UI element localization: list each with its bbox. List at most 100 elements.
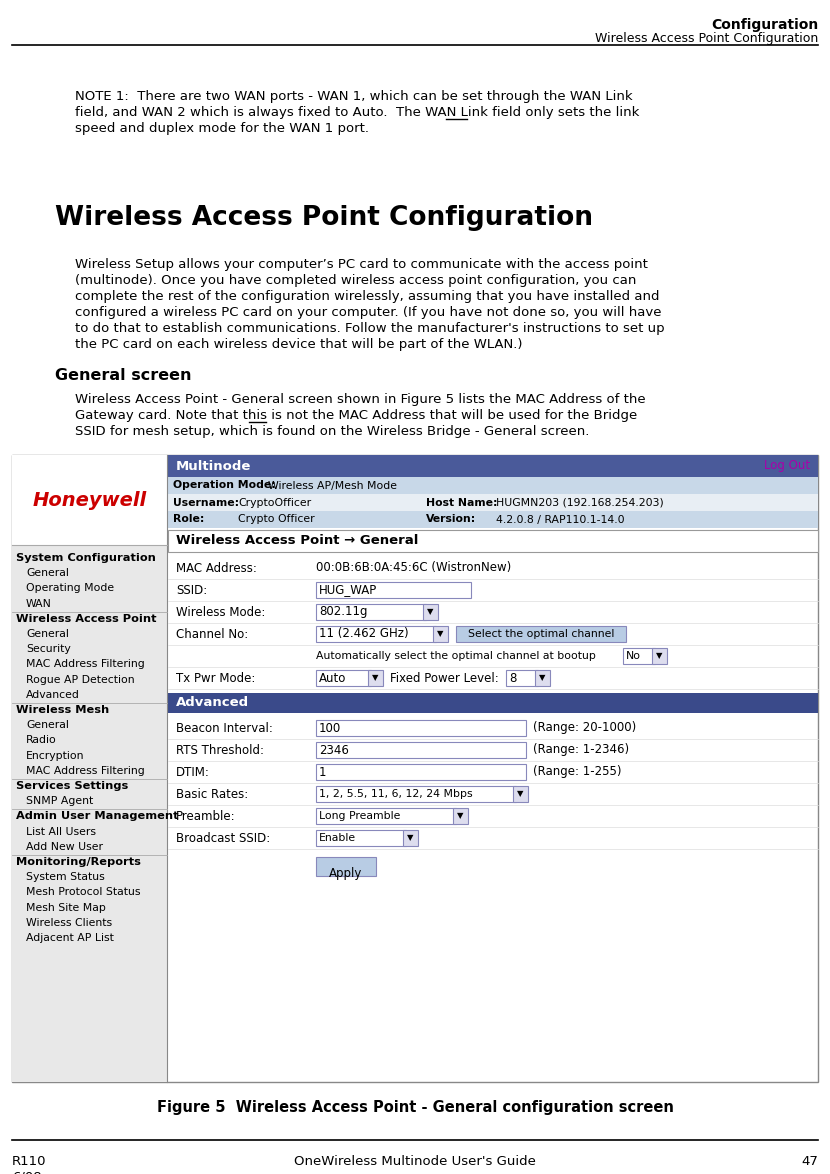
Bar — [316, 670, 371, 686]
Text: Multinode: Multinode — [176, 459, 251, 472]
Text: Wireless Access Point → General: Wireless Access Point → General — [176, 534, 418, 547]
Text: Security: Security — [26, 645, 71, 654]
Text: CryptoOfficer: CryptoOfficer — [238, 498, 311, 507]
Text: 00:0B:6B:0A:45:6C (WistronNew): 00:0B:6B:0A:45:6C (WistronNew) — [316, 561, 511, 574]
Text: (Range: 20-1000): (Range: 20-1000) — [533, 722, 637, 735]
Text: NOTE 1:  There are two WAN ports - WAN 1, which can be set through the WAN Link: NOTE 1: There are two WAN ports - WAN 1,… — [75, 90, 632, 103]
Text: speed and duplex mode for the WAN 1 port.: speed and duplex mode for the WAN 1 port… — [75, 122, 369, 135]
Bar — [652, 648, 667, 664]
Text: 100: 100 — [319, 722, 341, 735]
Bar — [12, 456, 167, 545]
Text: Wireless Setup allows your computer’s PC card to communicate with the access poi: Wireless Setup allows your computer’s PC… — [75, 258, 648, 271]
Text: Mesh Site Map: Mesh Site Map — [26, 903, 106, 912]
Text: Admin User Management: Admin User Management — [16, 811, 178, 822]
Text: Beacon Interval:: Beacon Interval: — [176, 722, 273, 735]
Text: Long Preamble: Long Preamble — [319, 811, 400, 821]
Text: Role:: Role: — [173, 514, 204, 525]
Text: ▼: ▼ — [656, 652, 662, 661]
Bar — [316, 626, 436, 642]
Text: 1: 1 — [319, 765, 326, 778]
Text: General: General — [26, 568, 69, 579]
Text: Fixed Power Level:: Fixed Power Level: — [390, 672, 499, 684]
Text: No: No — [626, 652, 641, 661]
Bar — [168, 456, 818, 477]
Bar — [12, 456, 167, 1082]
Text: Wireless Access Point - General screen shown in Figure 5 lists the MAC Address o: Wireless Access Point - General screen s… — [75, 393, 646, 406]
Text: 2346: 2346 — [319, 743, 349, 756]
Bar — [168, 511, 818, 528]
Text: ▼: ▼ — [517, 789, 523, 798]
Text: Crypto Officer: Crypto Officer — [238, 514, 315, 525]
Text: ▼: ▼ — [427, 607, 433, 616]
Text: Apply: Apply — [330, 866, 363, 879]
Bar — [423, 603, 438, 620]
Text: General screen: General screen — [55, 367, 192, 383]
Text: SSID:: SSID: — [176, 583, 208, 596]
Text: Gateway card. Note that this is not the MAC Address that will be used for the Br: Gateway card. Note that this is not the … — [75, 409, 637, 421]
Bar — [506, 670, 538, 686]
Text: R110: R110 — [12, 1155, 46, 1168]
Text: General: General — [26, 629, 69, 639]
Text: Figure 5  Wireless Access Point - General configuration screen: Figure 5 Wireless Access Point - General… — [157, 1100, 673, 1115]
Text: SSID for mesh setup, which is found on the Wireless Bridge - General screen.: SSID for mesh setup, which is found on t… — [75, 425, 589, 438]
Text: Wireless AP/Mesh Mode: Wireless AP/Mesh Mode — [268, 480, 397, 491]
Text: Rogue AP Detection: Rogue AP Detection — [26, 675, 134, 684]
Text: field, and WAN 2 which is always fixed to Auto.  The WAN Link field only sets th: field, and WAN 2 which is always fixed t… — [75, 106, 639, 119]
Text: Select the optimal channel: Select the optimal channel — [468, 629, 614, 639]
Bar — [316, 582, 471, 598]
Bar — [168, 693, 818, 713]
Bar — [453, 808, 468, 824]
Text: Adjacent AP List: Adjacent AP List — [26, 933, 114, 943]
Text: Tx Pwr Mode:: Tx Pwr Mode: — [176, 672, 256, 684]
Bar — [513, 787, 528, 802]
Bar — [168, 529, 818, 552]
Text: 1, 2, 5.5, 11, 6, 12, 24 Mbps: 1, 2, 5.5, 11, 6, 12, 24 Mbps — [319, 789, 472, 799]
Text: (Range: 1-2346): (Range: 1-2346) — [533, 743, 629, 756]
Text: (Range: 1-255): (Range: 1-255) — [533, 765, 622, 778]
Text: ▼: ▼ — [437, 629, 443, 639]
Text: 802.11g: 802.11g — [319, 606, 368, 619]
Text: Enable: Enable — [319, 834, 356, 843]
Text: Honeywell: Honeywell — [32, 491, 147, 510]
Text: HUGMN203 (192.168.254.203): HUGMN203 (192.168.254.203) — [496, 498, 664, 507]
Text: complete the rest of the configuration wirelessly, assuming that you have instal: complete the rest of the configuration w… — [75, 290, 660, 303]
Text: Encryption: Encryption — [26, 750, 85, 761]
Bar — [12, 456, 818, 1082]
Text: 47: 47 — [801, 1155, 818, 1168]
Text: to do that to establish communications. Follow the manufacturer's instructions t: to do that to establish communications. … — [75, 322, 665, 335]
Text: Wireless Mode:: Wireless Mode: — [176, 606, 266, 619]
Bar — [316, 720, 526, 736]
Text: Wireless Mesh: Wireless Mesh — [16, 706, 110, 715]
Text: ▼: ▼ — [539, 674, 545, 682]
Bar — [316, 603, 426, 620]
Text: General: General — [26, 720, 69, 730]
Bar — [316, 808, 456, 824]
Text: MAC Address Filtering: MAC Address Filtering — [26, 660, 144, 669]
Text: 11 (2.462 GHz): 11 (2.462 GHz) — [319, 627, 408, 641]
Bar — [316, 742, 526, 758]
Text: Preamble:: Preamble: — [176, 810, 236, 823]
Text: RTS Threshold:: RTS Threshold: — [176, 743, 264, 756]
Text: Advanced: Advanced — [176, 696, 249, 709]
Bar — [168, 494, 818, 511]
Text: ▼: ▼ — [407, 834, 413, 843]
Bar — [456, 626, 626, 642]
Text: Basic Rates:: Basic Rates: — [176, 788, 248, 801]
Bar — [535, 670, 550, 686]
Bar — [168, 477, 818, 494]
Text: configured a wireless PC card on your computer. (If you have not done so, you wi: configured a wireless PC card on your co… — [75, 306, 662, 319]
Text: the PC card on each wireless device that will be part of the WLAN.): the PC card on each wireless device that… — [75, 338, 523, 351]
Text: DTIM:: DTIM: — [176, 765, 210, 778]
Bar — [316, 830, 406, 846]
Bar — [316, 764, 526, 780]
Text: Channel No:: Channel No: — [176, 627, 248, 641]
Text: System Configuration: System Configuration — [16, 553, 156, 564]
Text: Wireless Access Point Configuration: Wireless Access Point Configuration — [595, 32, 818, 45]
Text: Monitoring/Reports: Monitoring/Reports — [16, 857, 141, 868]
Bar — [368, 670, 383, 686]
Bar — [316, 787, 516, 802]
Text: 6/08: 6/08 — [12, 1170, 42, 1174]
Text: Operation Mode:: Operation Mode: — [173, 480, 276, 491]
Text: Wireless Access Point: Wireless Access Point — [16, 614, 157, 623]
Text: MAC Address:: MAC Address: — [176, 561, 256, 574]
